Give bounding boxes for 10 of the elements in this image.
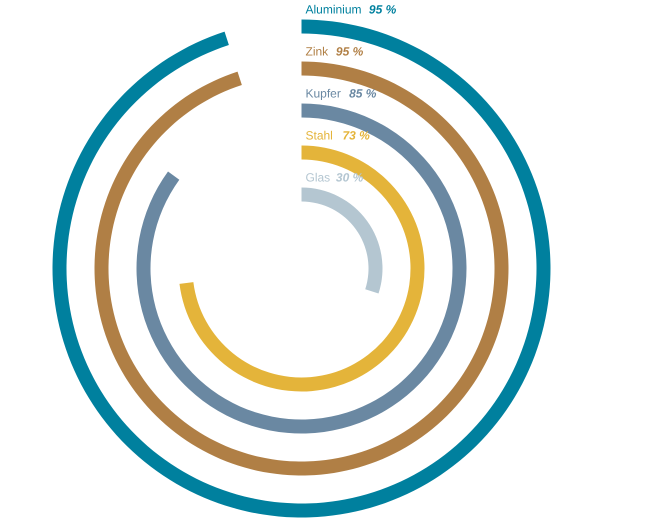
data-label: 95 % [336, 44, 364, 58]
data-label: 95 % [368, 2, 397, 16]
data-label: 85 % [349, 86, 377, 100]
category-label: Zink [306, 44, 330, 58]
category-label: Kupfer [306, 86, 341, 100]
data-label: 30 % [336, 170, 364, 184]
category-label: Glas [306, 170, 330, 184]
category-label: Aluminium [306, 2, 362, 16]
data-label: 73 % [342, 128, 370, 142]
category-label: Stahl [306, 128, 333, 142]
